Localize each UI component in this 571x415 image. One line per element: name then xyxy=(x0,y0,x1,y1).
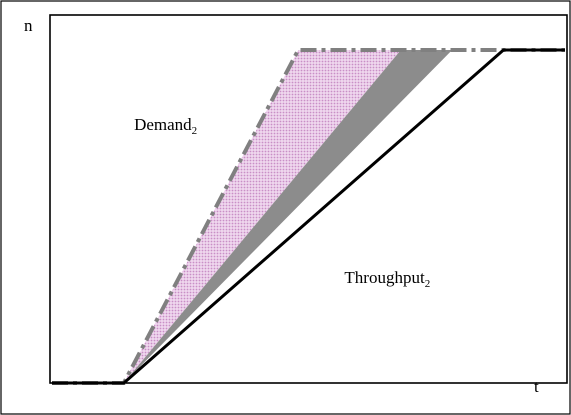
series-line-2 xyxy=(52,48,565,385)
annotations: Demand2 Throughput2 xyxy=(134,115,430,290)
series-lines xyxy=(52,48,565,385)
plot-frame xyxy=(49,14,568,384)
shaded-bands xyxy=(123,50,453,383)
annotation-label-2: Throughput2 xyxy=(344,268,430,290)
x-axis-label: t xyxy=(534,377,539,396)
shaded-band-2 xyxy=(123,50,453,383)
y-axis-label: n xyxy=(24,16,33,35)
annotation-label-1: Demand2 xyxy=(134,115,197,137)
